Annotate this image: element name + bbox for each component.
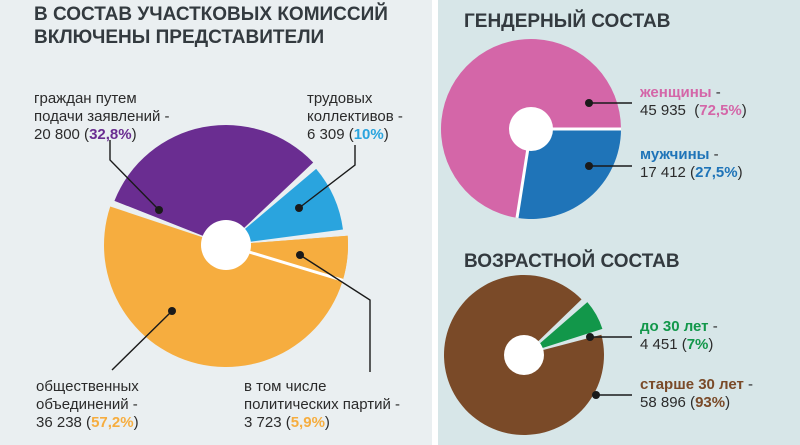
leader-labor-dot xyxy=(295,204,303,212)
label-under30-line1: до 30 лет - xyxy=(640,318,718,335)
label-over30: старше 30 лет - 58 896 (93%) xyxy=(640,376,753,412)
leader-women-dot xyxy=(585,99,593,107)
label-public-value: 36 238 xyxy=(36,414,82,431)
leader-public-dot xyxy=(168,307,176,315)
leader-men-dot xyxy=(585,162,593,170)
leader-citizens-line xyxy=(109,140,160,211)
label-citizens-line1: граждан путем xyxy=(34,90,137,107)
leader-parties-dot xyxy=(296,251,304,259)
label-public-line2: объединений - xyxy=(36,396,138,413)
slice-labor xyxy=(226,168,343,245)
label-parties-line1: в том числе xyxy=(244,378,327,395)
leader-under30-dot xyxy=(586,333,594,341)
leader-over30-dot xyxy=(592,391,600,399)
slice-parties xyxy=(226,235,348,281)
slice-citizens xyxy=(114,125,314,245)
label-public-percent: 57,2% xyxy=(91,414,134,431)
label-citizens-percent: 32,8% xyxy=(89,126,132,143)
label-under30-name: до 30 лет xyxy=(640,318,709,335)
label-citizens: граждан путем подачи заявлений - 20 800 … xyxy=(34,90,170,144)
age-pie-hole xyxy=(504,335,544,375)
label-women: женщины - 45 935 (72,5%) xyxy=(640,84,747,120)
label-over30-percent: 93% xyxy=(695,394,726,411)
label-labor-line1: трудовых xyxy=(307,90,373,107)
label-labor-percent: 10% xyxy=(353,126,384,143)
leader-lines xyxy=(109,99,632,399)
label-men-name: мужчины xyxy=(640,146,710,163)
age-pie xyxy=(444,275,605,436)
label-under30-value-line: 4 451 (7%) xyxy=(640,336,714,353)
main-pie xyxy=(104,125,349,368)
main-title-line2: ВКЛЮЧЕНЫ ПРЕДСТАВИТЕЛИ xyxy=(34,27,325,48)
label-parties-value: 3 723 xyxy=(244,414,282,431)
main-pie-hole xyxy=(201,220,251,270)
label-parties-value-line: 3 723 (5,9%) xyxy=(244,414,330,431)
label-over30-value: 58 896 xyxy=(640,394,686,411)
gender-pie-hole xyxy=(509,107,553,151)
label-citizens-line2: подачи заявлений - xyxy=(34,108,170,125)
label-labor-value-line: 6 309 (10%) xyxy=(307,126,389,143)
main-title-line1: В СОСТАВ УЧАСТКОВЫХ КОМИССИЙ xyxy=(34,4,388,25)
label-men: мужчины - 17 412 (27,5%) xyxy=(640,146,743,182)
label-women-value-line: 45 935 (72,5%) xyxy=(640,102,747,119)
label-over30-line1: старше 30 лет - xyxy=(640,376,754,393)
leader-citizens-dot xyxy=(155,206,163,214)
leader-public-line xyxy=(111,310,173,371)
slice-men xyxy=(517,129,621,219)
label-labor-line2: коллективов - xyxy=(307,108,403,125)
label-women-value: 45 935 xyxy=(640,102,686,119)
label-men-value: 17 412 xyxy=(640,164,686,181)
label-parties-percent: 5,9% xyxy=(290,414,325,431)
label-men-percent: 27,5% xyxy=(695,164,738,181)
label-women-percent: 72,5% xyxy=(699,102,742,119)
label-over30-name: старше 30 лет xyxy=(640,376,744,393)
label-public: общественных объединений - 36 238 (57,2%… xyxy=(36,378,139,432)
age-title: ВОЗРАСТНОЙ СОСТАВ xyxy=(464,251,680,272)
label-parties: в том числе политических партий - 3 723 … xyxy=(244,378,400,432)
label-men-line1: мужчины - xyxy=(640,146,719,163)
label-under30-percent: 7% xyxy=(686,336,709,353)
slice-under30 xyxy=(530,302,603,352)
label-under30: до 30 лет - 4 451 (7%) xyxy=(640,318,718,354)
label-over30-value-line: 58 896 (93%) xyxy=(640,394,731,411)
leader-labor-line xyxy=(298,145,356,209)
label-public-value-line: 36 238 (57,2%) xyxy=(36,414,139,431)
label-labor: трудовых коллективов - 6 309 (10%) xyxy=(307,90,403,144)
label-women-name: женщины xyxy=(640,84,712,101)
label-labor-value: 6 309 xyxy=(307,126,345,143)
label-citizens-value: 20 800 xyxy=(34,126,80,143)
label-under30-value: 4 451 xyxy=(640,336,678,353)
label-citizens-value-line: 20 800 (32,8%) xyxy=(34,126,137,143)
label-men-value-line: 17 412 (27,5%) xyxy=(640,164,743,181)
label-parties-line2: политических партий - xyxy=(244,396,401,413)
leader-parties-line xyxy=(299,254,371,372)
gender-title: ГЕНДЕРНЫЙ СОСТАВ xyxy=(464,11,671,32)
label-public-line1: общественных xyxy=(36,378,139,395)
gender-pie xyxy=(441,38,621,219)
label-women-line1: женщины - xyxy=(640,84,721,101)
